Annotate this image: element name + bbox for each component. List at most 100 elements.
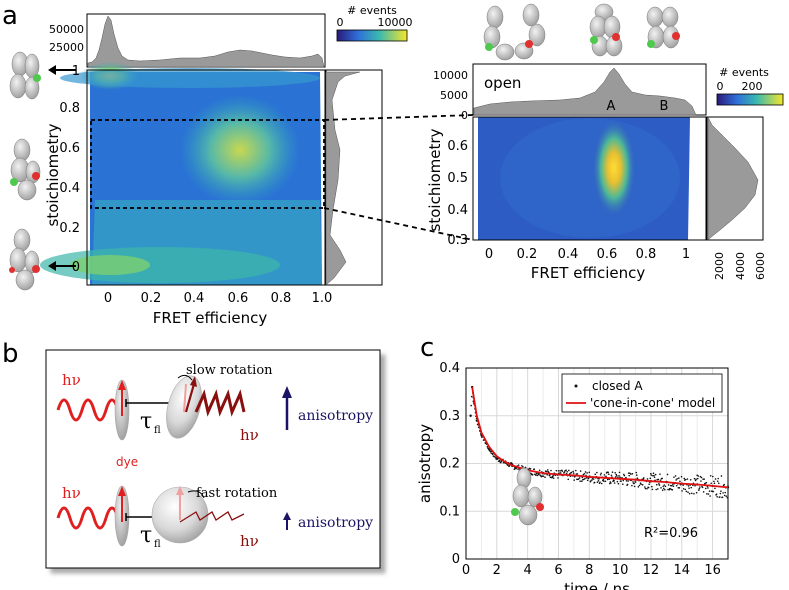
- excitation-wave: [56, 506, 120, 530]
- data-point: [572, 472, 575, 474]
- data-point: [697, 489, 700, 491]
- data-point: [598, 478, 600, 480]
- data-point: [717, 477, 720, 480]
- fast-rotation-label: fast rotation: [196, 486, 278, 501]
- x-tick: 6: [554, 563, 562, 578]
- data-point: [603, 474, 606, 476]
- x-tick: 0.8: [271, 291, 292, 306]
- data-point: [536, 474, 539, 477]
- main-2d-histogram: 1 0.8 0.6 0.4 0.2 0 0 0.2 0.4 0.6 0.8 1.…: [40, 62, 332, 327]
- data-point: [592, 478, 595, 480]
- panel-label-a: a: [2, 1, 18, 31]
- data-point: [710, 482, 713, 485]
- data-point: [552, 477, 555, 479]
- hv-label: hν: [240, 532, 259, 550]
- data-point: [542, 475, 545, 477]
- data-point: [630, 473, 632, 475]
- data-point: [614, 472, 616, 474]
- y-tick: 0.5: [447, 171, 468, 186]
- x-tick: 0.2: [517, 247, 538, 262]
- data-point: [526, 472, 529, 474]
- data-point: [659, 479, 662, 481]
- data-point: [722, 492, 724, 494]
- data-point: [579, 480, 581, 482]
- protein-icon: [483, 3, 546, 61]
- tau-subscript: fl: [154, 425, 161, 436]
- data-point: [517, 468, 519, 470]
- data-point: [498, 459, 501, 462]
- data-point: [626, 483, 629, 486]
- arrow-icon: [48, 65, 56, 75]
- data-point: [658, 484, 661, 486]
- data-point: [685, 478, 687, 481]
- x-tick: 0.6: [597, 247, 618, 262]
- legend-box: [561, 373, 723, 413]
- data-point: [634, 481, 637, 483]
- data-point: [631, 484, 633, 487]
- data-point: [674, 475, 677, 477]
- data-point: [720, 475, 723, 477]
- data-point: [618, 475, 620, 477]
- data-point: [593, 481, 596, 484]
- data-point: [529, 468, 532, 470]
- colorbar-right: # events 0 200: [717, 66, 784, 106]
- data-point: [600, 482, 603, 485]
- x-tick: 0: [485, 247, 493, 262]
- data-point: [535, 472, 538, 475]
- data-point: [518, 470, 520, 472]
- data-point: [701, 486, 704, 489]
- data-point: [586, 472, 588, 474]
- data-point: [611, 471, 614, 473]
- data-point: [683, 477, 686, 480]
- x-tick: 2: [493, 563, 501, 578]
- data-point: [658, 483, 660, 485]
- data-point: [590, 480, 592, 482]
- y-tick: 1: [72, 64, 80, 79]
- data-point: [693, 492, 695, 495]
- data-point: [705, 487, 707, 490]
- y-tick: 0.3: [439, 409, 460, 424]
- data-point: [695, 478, 697, 480]
- data-point: [673, 476, 675, 478]
- y-tick: 0.8: [59, 101, 80, 116]
- zoom-connector: [323, 114, 474, 121]
- data-point: [684, 488, 687, 491]
- data-point: [620, 480, 622, 482]
- data-point: [544, 476, 546, 478]
- data-point: [470, 395, 473, 398]
- data-point: [714, 478, 717, 480]
- data-point: [699, 475, 702, 478]
- data-point: [573, 479, 575, 481]
- data-point: [603, 480, 605, 482]
- data-point: [650, 474, 653, 476]
- data-point: [481, 436, 483, 439]
- data-point: [613, 480, 615, 482]
- side-histogram: [325, 69, 383, 286]
- data-point: [606, 478, 609, 481]
- slow-rotation-diagram: hν τ fl slow rotation hν anisotropy: [56, 363, 373, 444]
- data-point: [631, 472, 634, 475]
- zoom-connector: [323, 207, 474, 241]
- y-tick: 0.6: [447, 139, 468, 154]
- anisotropy-decay-chart: 0 2 4 6 8 10 12 14 16 0 0.1 0.2 0.3 0.4 time / ns aniso…: [416, 361, 730, 590]
- data-point: [649, 472, 652, 475]
- side-hist-tick: 6000: [754, 252, 767, 280]
- data-point: [563, 471, 566, 473]
- y-tick: 0.2: [59, 221, 80, 236]
- data-point: [604, 480, 607, 483]
- data-point: [694, 484, 696, 487]
- tau-symbol: τ: [140, 409, 152, 434]
- data-point: [600, 472, 602, 475]
- data-point: [610, 474, 613, 477]
- x-axis-label: FRET efficiency: [531, 264, 646, 282]
- x-tick: 12: [643, 563, 660, 578]
- arrow-icon: [282, 386, 292, 398]
- y-tick: 0.4: [59, 181, 80, 196]
- data-point: [635, 471, 638, 474]
- data-point: [508, 465, 511, 467]
- data-point: [657, 478, 660, 481]
- x-tick: 4: [524, 563, 532, 578]
- data-point: [586, 479, 589, 482]
- data-point: [513, 468, 516, 471]
- x-tick: 0.4: [558, 247, 579, 262]
